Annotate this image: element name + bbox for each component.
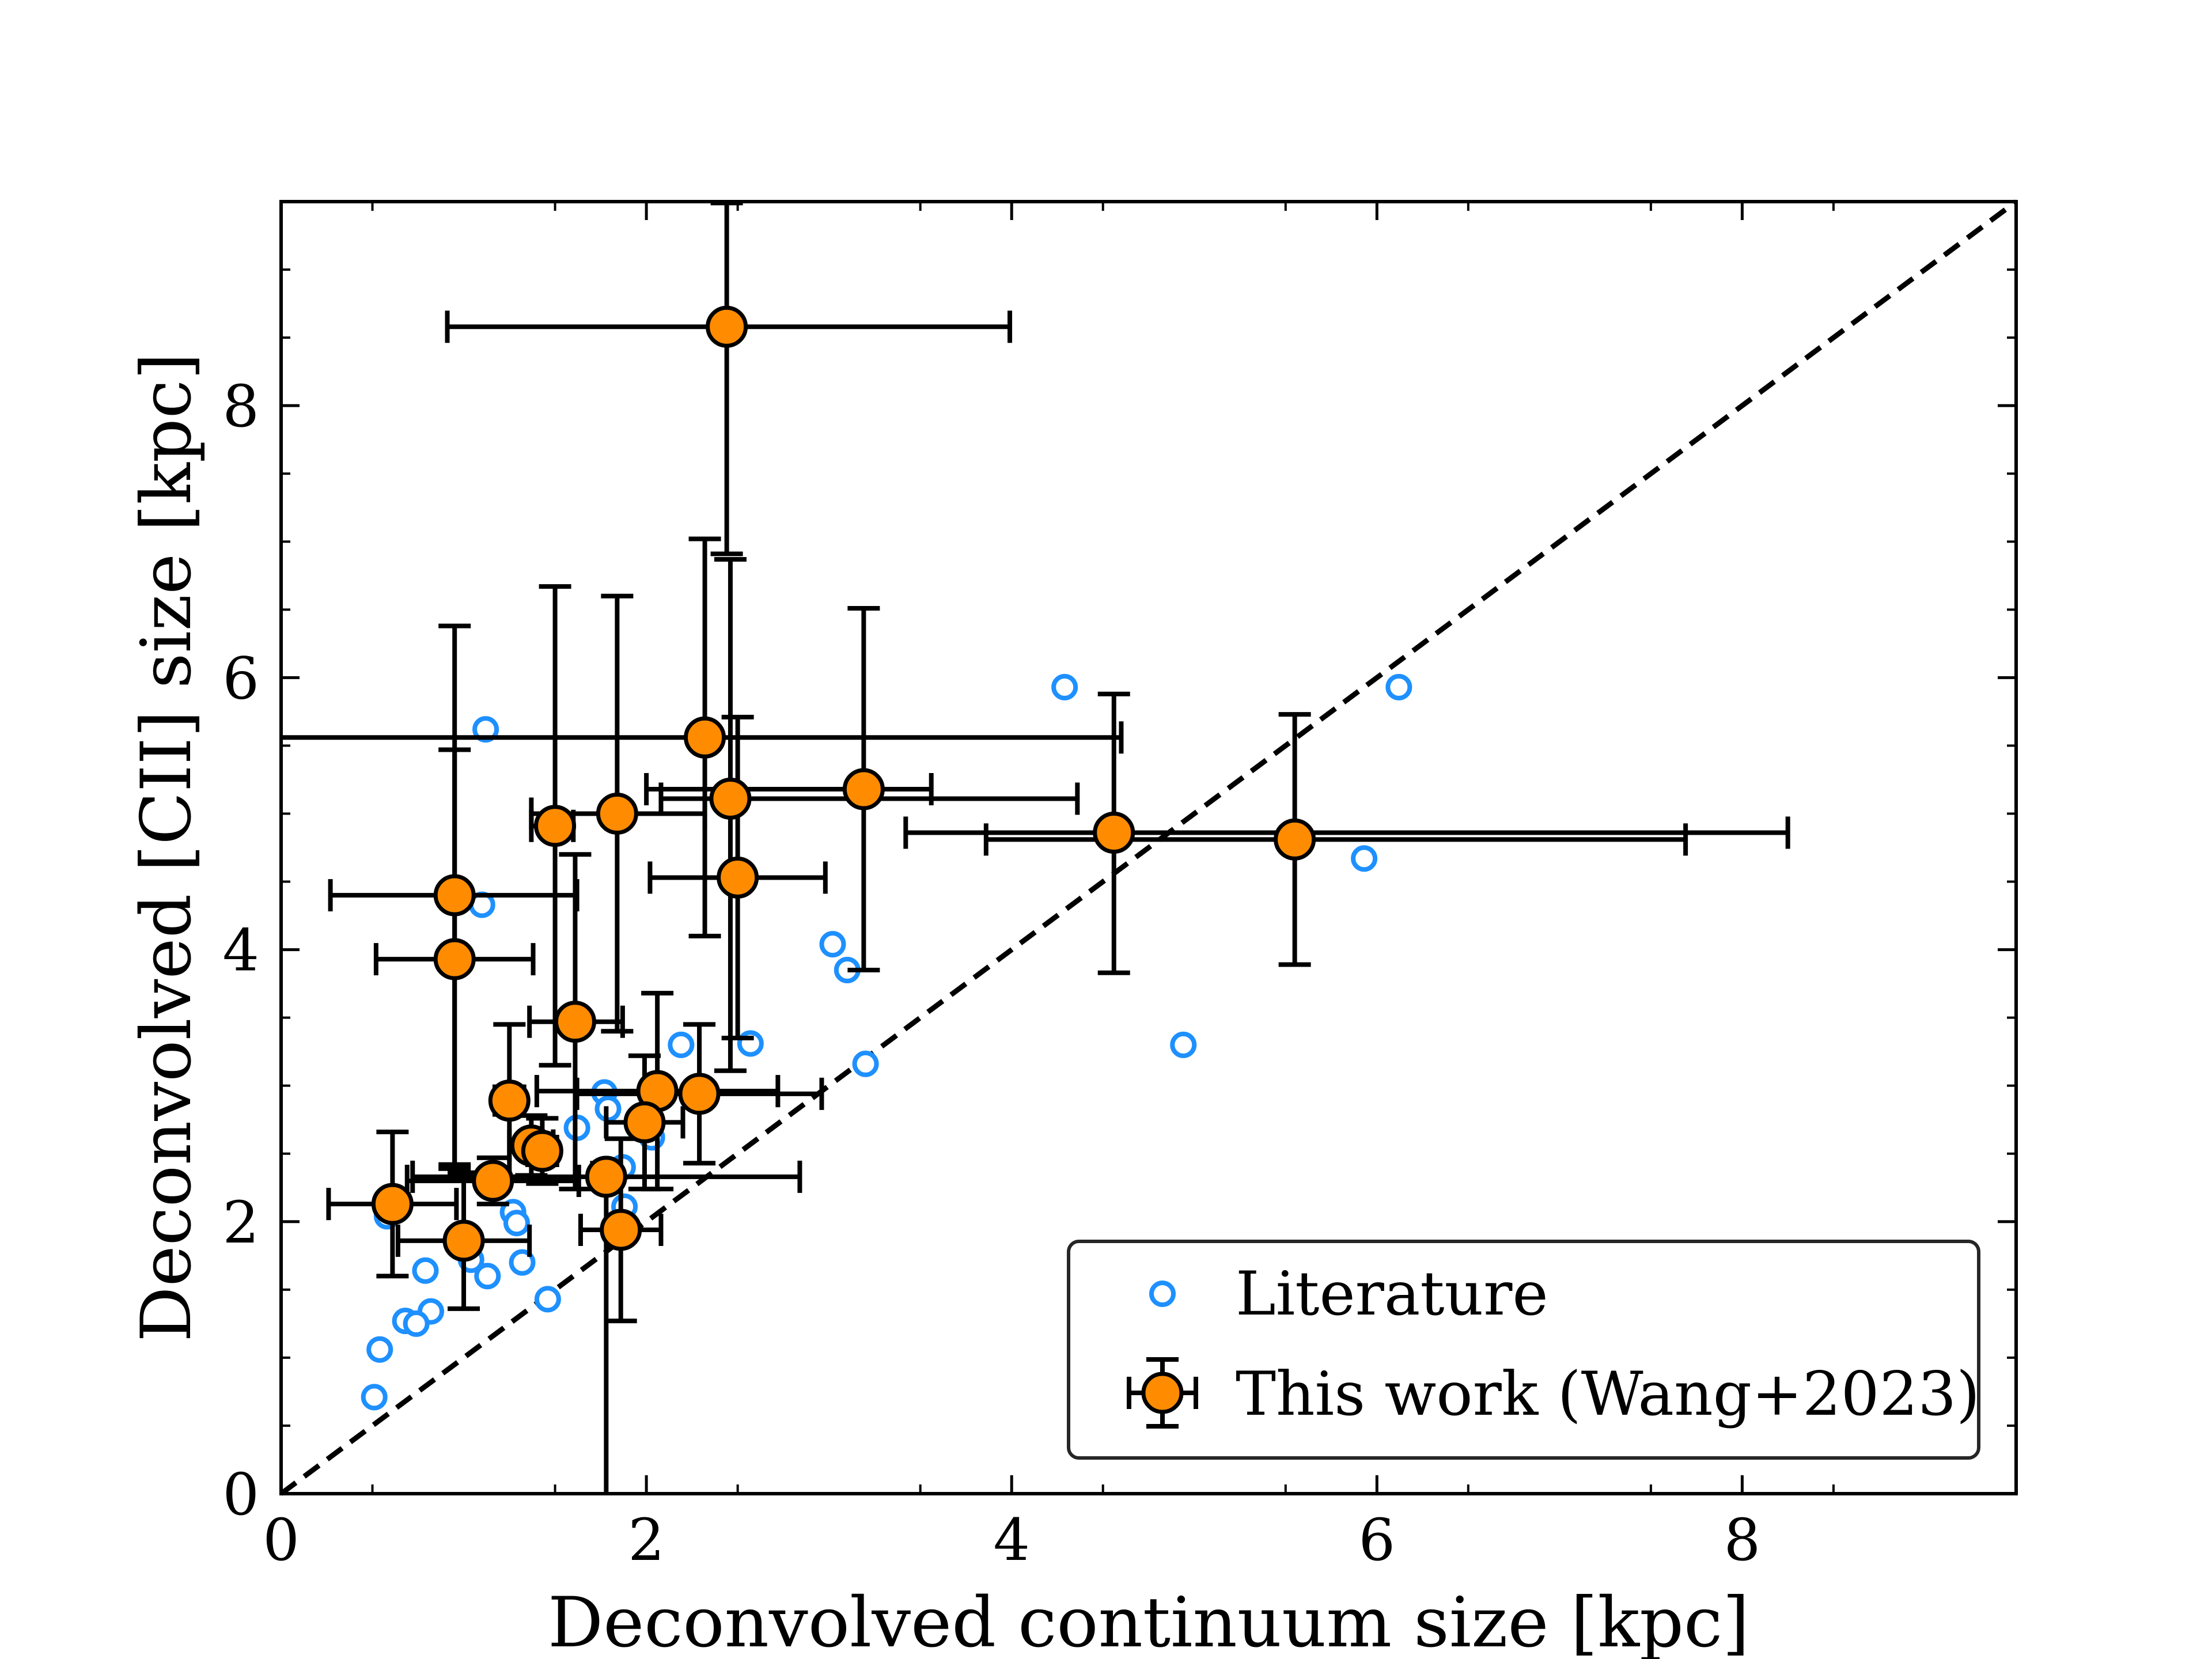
literature-point [361, 1384, 388, 1411]
this-work-point [709, 778, 752, 820]
this-work-point [596, 792, 638, 835]
y-axis-label: Deconvolved [CII] size [kpc] [127, 353, 207, 1342]
legend-literature-marker [1149, 1281, 1176, 1307]
this-work-point [600, 1209, 642, 1251]
literature-point [366, 1336, 393, 1363]
this-work-point [684, 716, 726, 759]
plot-frame [279, 200, 2018, 1495]
y-tick-label: 2 [222, 1189, 259, 1256]
this-work-point [554, 1001, 596, 1043]
x-tick-label: 4 [993, 1506, 1030, 1574]
this-work-point [678, 1073, 721, 1115]
this-work-point [472, 1160, 514, 1202]
this-work-point [433, 938, 476, 980]
literature-point [819, 931, 846, 958]
literature-point [403, 1310, 430, 1337]
this-work-point [1093, 812, 1135, 854]
this-work-point [521, 1130, 563, 1172]
this-work-point [717, 856, 759, 899]
x-tick-label: 6 [1359, 1506, 1396, 1574]
x-tick-label: 2 [628, 1506, 665, 1574]
literature-point [412, 1257, 439, 1284]
literature-point [509, 1249, 536, 1276]
x-axis-label: Deconvolved continuum size [kpc] [548, 1583, 1749, 1659]
this-work-point [1274, 818, 1316, 861]
legend-box [1067, 1240, 1980, 1460]
one-to-one-line [279, 199, 2018, 1496]
literature-point [534, 1286, 561, 1313]
literature-point [668, 1031, 695, 1058]
this-work-point [842, 768, 885, 810]
legend-literature-label: Literature [1236, 1259, 1548, 1329]
literature-point [474, 1263, 501, 1290]
this-work-point [442, 1219, 485, 1262]
literature-point [1351, 845, 1378, 872]
y-tick-label: 4 [222, 917, 259, 984]
literature-point [1170, 1031, 1197, 1058]
y-tick-label: 6 [222, 645, 259, 712]
this-work-point [706, 305, 748, 348]
x-tick-label: 0 [263, 1506, 300, 1574]
one-to-one-line-group [279, 199, 2018, 1496]
x-tick-label: 8 [1724, 1506, 1761, 1574]
literature-point [503, 1210, 530, 1237]
literature-point [472, 716, 499, 743]
legend-this-work-label: This work (Wang+2023) [1236, 1359, 1980, 1429]
legend: Literature This work (Wang+2023) [1067, 1240, 1980, 1460]
y-tick-label: 8 [222, 373, 259, 440]
this-work-point [534, 805, 577, 847]
this-work-point [585, 1156, 627, 1198]
this-work-point [488, 1080, 531, 1122]
literature-point [852, 1050, 879, 1077]
tick-labels: 0 2 4 6 8 0 2 4 6 8 [222, 373, 1760, 1574]
this-work-points [371, 305, 1316, 1262]
literature-point [1051, 673, 1078, 700]
this-work-point [433, 874, 476, 916]
y-tick-label: 0 [222, 1461, 259, 1528]
this-work-point [623, 1101, 666, 1143]
literature-point [1385, 673, 1412, 700]
this-work-point [371, 1183, 414, 1225]
legend-this-work-marker [1141, 1372, 1184, 1414]
